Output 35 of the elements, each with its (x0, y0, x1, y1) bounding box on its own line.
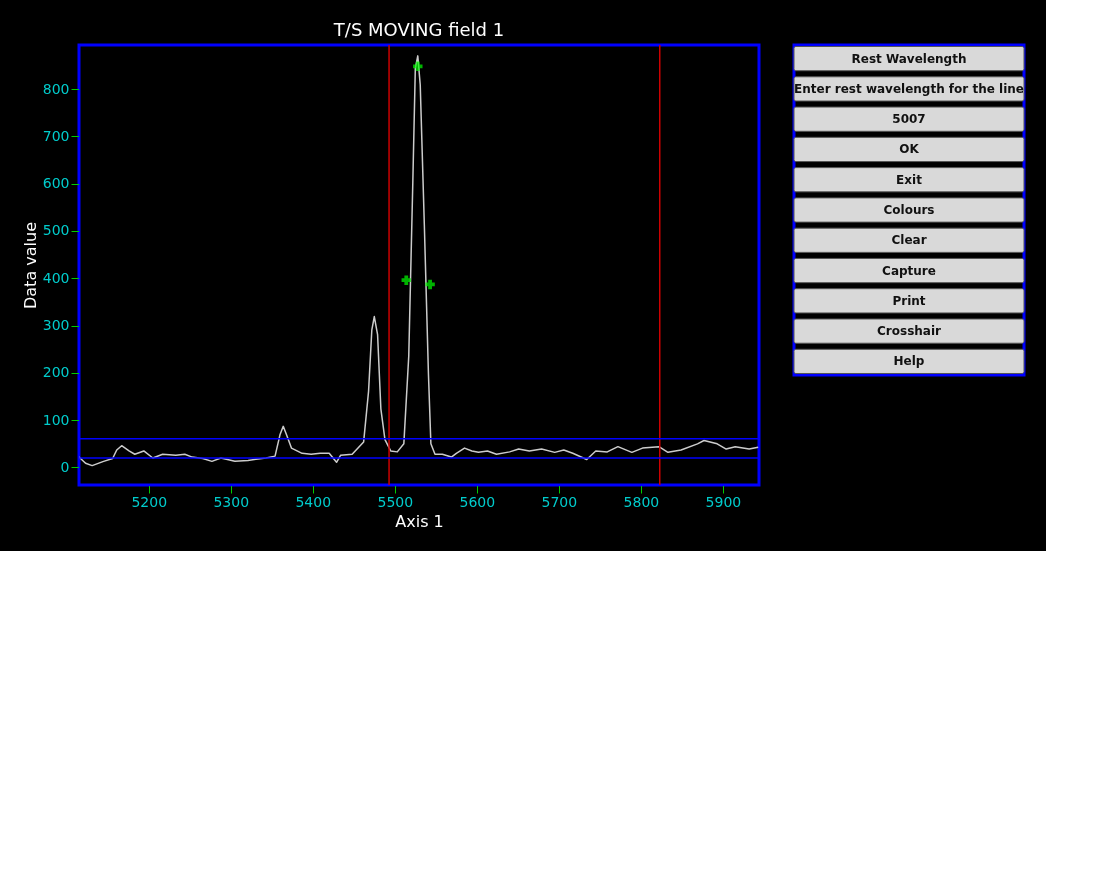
point (425, 279, 435, 290)
y-tick-label: 0 (60, 458, 70, 475)
line-series (79, 55, 759, 467)
y-tick-label: 100 (42, 411, 70, 428)
x-tick-label: 5800 (623, 493, 660, 510)
text: Print (892, 293, 926, 308)
y-tick-label: 600 (42, 175, 70, 192)
text: OK (899, 142, 920, 157)
x-tick-label: 5400 (295, 493, 332, 510)
text: Clear (891, 233, 927, 248)
text: 5007 (892, 112, 926, 127)
text: Crosshair (877, 324, 942, 339)
text: Help (893, 354, 925, 369)
y-tick-label: 800 (42, 80, 70, 97)
x-tick-label: 5600 (459, 493, 496, 510)
text: Exit (896, 172, 923, 187)
x-tick-label: 5300 (213, 493, 250, 510)
y-tick-label: 200 (42, 364, 70, 381)
text: Rest Wavelength (851, 51, 967, 66)
x-axis-title: Axis 1 (395, 511, 444, 531)
text: Capture (882, 263, 936, 278)
text: Colours (883, 203, 935, 217)
y-axis-title: Data value (20, 222, 40, 309)
point (401, 275, 412, 285)
y-tick-label: 500 (42, 222, 70, 239)
x-tick-label: 5500 (377, 493, 414, 510)
x-tick-label: 5900 (705, 493, 742, 510)
text: Enter rest wavelength for the line (794, 81, 1024, 96)
x-tick-label: 5200 (131, 493, 168, 510)
y-tick-label: 700 (42, 127, 70, 144)
y-tick-label: 300 (42, 317, 70, 334)
point (413, 61, 423, 72)
y-tick-label: 400 (42, 269, 70, 286)
chart-title: T/S MOVING field 1 (332, 19, 505, 41)
x-tick-label: 5700 (541, 493, 578, 510)
